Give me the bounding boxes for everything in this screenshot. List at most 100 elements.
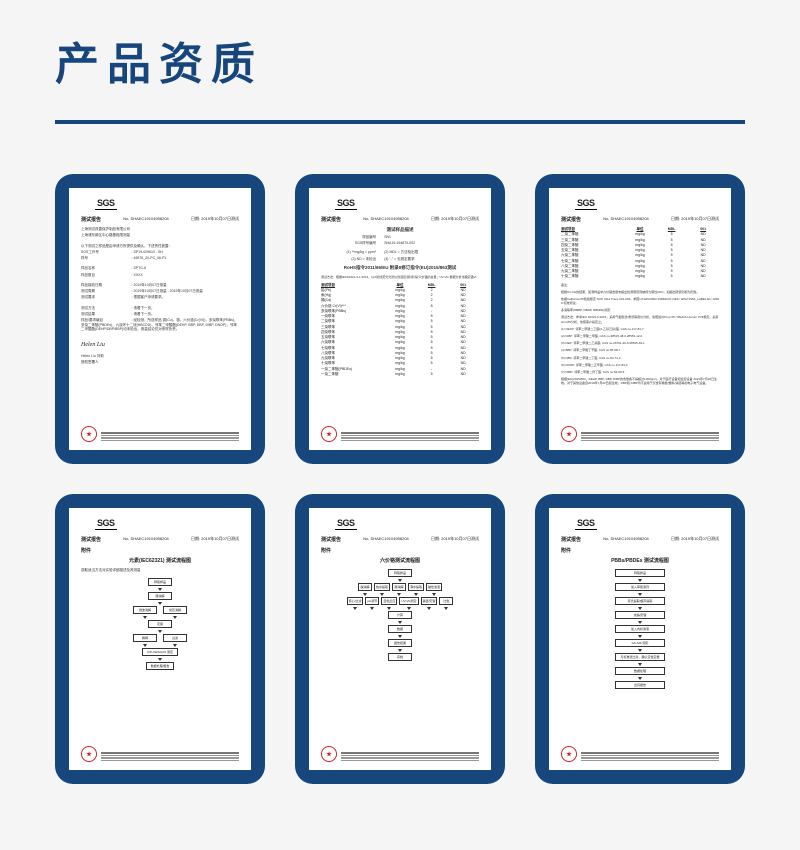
flow-arrow xyxy=(173,616,177,619)
note-line: 备注： xyxy=(561,283,719,287)
flow-subtitle: 选取适当方法对实验详细描述及其测量 xyxy=(81,568,239,573)
kv-row: SGS工作号: SP19-029610 - SH xyxy=(81,250,239,255)
flow-arrow xyxy=(173,644,177,647)
flow-node: 酸消解 xyxy=(148,592,172,600)
note-line: (7) DIBP: 邻苯二甲酸二异丁酯, CAS no.84-69-5 xyxy=(561,370,719,374)
flow-node: 数据 xyxy=(388,625,412,633)
flow-node: 常压消解 xyxy=(163,606,187,614)
kv-row: 测试结果: 请看下一页。 xyxy=(81,312,239,317)
flow-node: 微波消解 xyxy=(133,606,157,614)
certificate-grid: SGS 测试报告 No. SHAEC19104958204 日期: 2019年1… xyxy=(0,124,800,784)
meta-row: 样品编号SN1 xyxy=(321,235,479,240)
note-line: (1) DEXP: 邻苯二甲酸二乙酯(2-乙基己基)酯, CAS no.117-… xyxy=(561,327,719,331)
note-line: (2) DMP: 邻苯二甲酸二甲酯, CAS no.68515-48-0,285… xyxy=(561,334,719,338)
flow-node: 称取样品 xyxy=(148,578,172,586)
note-line: 多溴联苯(DBBP, DBDP, RBDPE)测定 xyxy=(561,308,719,312)
flow-arrow xyxy=(370,607,374,610)
footer-bar xyxy=(341,432,479,442)
kv-row: 样品接收日期: 2019年10月07日测量 xyxy=(81,283,239,288)
sgs-logo: SGS xyxy=(95,198,117,210)
flowchart: 称取样品碱消解热水提取酸消解沸水提取碱性溶液离心/过滤pH调节显色反应UV-Vi… xyxy=(321,568,479,662)
kv-row: 样品/要求编目: 经检测，所送样品 铜(Cu)，铬，六价铬(Cr(VI))，多溴… xyxy=(81,318,239,332)
note-line: (6) DNOP: 邻苯二甲酸二正辛酯, CAS no.117-84-0 xyxy=(561,363,719,367)
stamp-icon xyxy=(321,746,337,762)
flow-node: 浓缩/定容 xyxy=(615,611,665,619)
flow-arrow xyxy=(143,616,147,619)
note-line: (3) DEP: 邻苯二甲酸二乙基酯, CAS no.26761-40-0,68… xyxy=(561,341,719,345)
flow-node: 碱消解 xyxy=(358,583,372,591)
signer: Helen Liu 刘莉 xyxy=(81,354,239,359)
flow-arrow xyxy=(638,677,642,680)
certificate-card: SGS 测试报告 No. SHAEC19104958204 日期: 2019年1… xyxy=(295,494,505,784)
document: SGS 测试报告 No. SHAEC19104958204 日期: 2019年1… xyxy=(549,508,731,770)
note-line: 依据California 65检验规定 SOP Ultra Trace 001-… xyxy=(561,297,719,305)
flow-node: 存档 xyxy=(388,653,412,661)
document: SGS 测试报告 No. SHAEC19104958204 日期: 2019年1… xyxy=(69,508,251,770)
section-title: RoHS指令2011/65/EU 附录II修订指令(EU)2015/863测试 xyxy=(321,265,479,272)
flow-node: 离心/过滤 xyxy=(347,597,364,605)
data-table: 测试项目单位MDL001二溴二苯醚mg/kg5ND三溴二苯醚mg/kg5ND四溴… xyxy=(561,227,719,280)
kv-row: 测试方法: 请看下一页。 xyxy=(81,306,239,311)
flow-node: 数据处理/报告 xyxy=(146,662,175,670)
stamp-icon xyxy=(321,426,337,442)
kv-row xyxy=(81,279,239,282)
flow-node: 酸消解 xyxy=(392,583,406,591)
flow-node: 沸水提取 xyxy=(408,583,424,591)
flow-arrow xyxy=(398,635,402,638)
stamp-icon xyxy=(561,426,577,442)
sgs-logo: SGS xyxy=(575,518,597,530)
flow-arrow xyxy=(387,607,391,610)
note-line: 根据(EU)2015/863，DEHP, BBP, DBP, DIBP的含量各不… xyxy=(561,377,719,385)
flow-node: 加入萃取溶剂 xyxy=(615,583,665,591)
kv-row: 样品名称: SPTG-6 xyxy=(81,266,239,271)
sgs-logo: SGS xyxy=(335,198,357,210)
note-line: 根据UV-Vis的结果，如测样品中六价铬含量未超出检测限值则被视为阴性(ND)，… xyxy=(561,290,719,294)
flow-branch: 碱消解热水提取酸消解沸水提取碱性溶液 xyxy=(358,582,442,596)
page-title: 产品资质 xyxy=(55,28,745,92)
attachment-label: 附件 xyxy=(321,547,479,554)
flow-node: pH调节 xyxy=(365,597,379,605)
document: SGS 测试报告 No. SHAEC19104958204 日期: 2019年1… xyxy=(309,508,491,770)
table-row: 十溴二苯醚mg/kg5ND xyxy=(561,274,719,279)
sample-label: 测试样品描述 xyxy=(321,227,479,234)
attachment-label: 附件 xyxy=(81,547,239,554)
flow-title: PBBs/PBDEs 测试流程图 xyxy=(561,557,719,564)
report-label: 测试报告 xyxy=(81,216,101,223)
flow-node: 加入内标溶液 xyxy=(615,625,665,633)
flow-node: 索氏提取/超声提取 xyxy=(615,597,665,605)
sgs-logo: SGS xyxy=(575,198,597,210)
flow-arrow xyxy=(638,579,642,582)
note-line: 测试方法：参考IEC 62321-6:2015，采用气相色谱/质谱联用仪分析。依… xyxy=(561,315,719,323)
report-label: 测试报告 xyxy=(561,216,581,223)
ref-no: No. SHAEC19104958204 xyxy=(363,536,409,543)
stamp-icon xyxy=(81,426,97,442)
sgs-logo: SGS xyxy=(95,518,117,530)
note-line: (5) DBP: 邻苯二甲酸二丁酯, CAS no.84-74-2 xyxy=(561,356,719,360)
flow-node: UV-Vis测定 xyxy=(399,597,418,605)
flow-arrow xyxy=(638,663,642,666)
flowchart: 称取样品加入萃取溶剂索氏提取/超声提取浓缩/定容加入内标溶液GC-MS 测定与标… xyxy=(561,568,719,690)
report-label: 测试报告 xyxy=(321,216,341,223)
flow-arrow xyxy=(638,593,642,596)
kv-row: 样品数目: XXXX xyxy=(81,273,239,278)
report-date: 日期: 2019年10月07日测试 xyxy=(431,536,479,543)
flow-arrow xyxy=(158,588,162,591)
flow-node: 称取样品 xyxy=(615,569,665,577)
flow-node: 碱性溶液 xyxy=(426,583,442,591)
signer-title: 授权签署人 xyxy=(81,360,239,365)
ref-no: No. SHAEC19104958204 xyxy=(603,536,649,543)
flow-arrow xyxy=(407,607,411,610)
document: SGS 测试报告 No. SHAEC19104958204 日期: 2019年1… xyxy=(69,188,251,450)
meta-row: (1) **mg/kg = ppm*(2) MDL = 方法检出限 xyxy=(321,250,479,255)
report-date: 日期: 2019年10月07日测试 xyxy=(431,216,479,223)
flow-node: 出具报告 xyxy=(615,681,665,689)
flow-arrow xyxy=(427,607,431,610)
flow-arrow xyxy=(158,658,162,661)
flow-branch: 稀释过滤 xyxy=(133,633,187,647)
report-label: 测试报告 xyxy=(321,536,341,543)
flow-arrow xyxy=(444,607,448,610)
data-table: 测试项目单位MDL001铅(Pb)mg/kg2ND汞(Hg)mg/kg2ND镉(… xyxy=(321,283,479,378)
sgs-logo: SGS xyxy=(335,518,357,530)
kv-row: 测试周期: 2019年10月07日测量 - 2019年10月07日测量 xyxy=(81,289,239,294)
flow-arrow xyxy=(398,649,402,652)
